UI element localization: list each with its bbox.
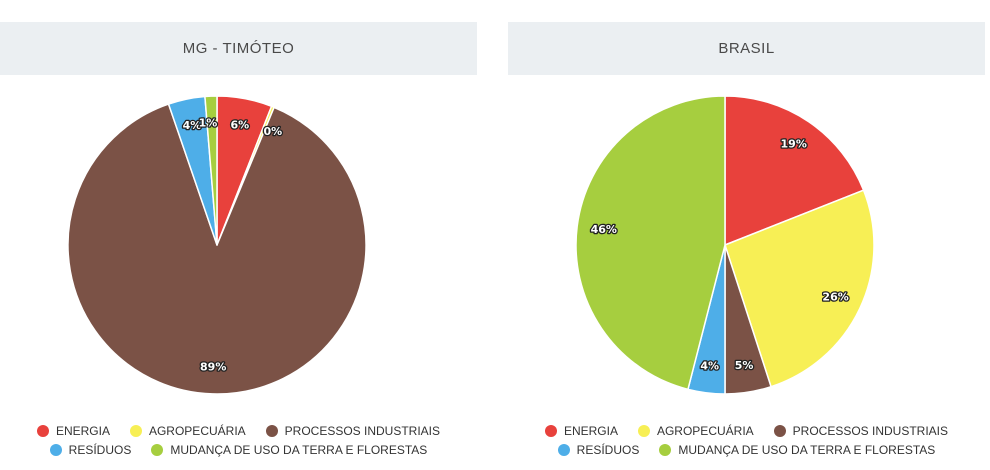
- legend-item-agropecuaria[interactable]: AGROPECUÁRIA: [129, 422, 246, 439]
- legend-label: RESÍDUOS: [576, 442, 640, 457]
- data-label-processos-industriais: 89%: [200, 361, 226, 374]
- legend-label: RESÍDUOS: [68, 442, 132, 457]
- chart-panel-brasil: BRASIL 19% 26% 5% 4% 46% ENERGIA AGROPECUÁRIA…: [508, 0, 985, 470]
- legend-marker-icon: [151, 443, 164, 456]
- legend-marker-icon: [49, 443, 62, 456]
- pie-chart-brasil: 19% 26% 5% 4% 46%: [575, 95, 875, 395]
- data-label-processos-industriais: 5%: [735, 359, 754, 372]
- legend-item-processos-industriais[interactable]: PROCESSOS INDUSTRIAIS: [773, 422, 949, 439]
- data-label-energia: 19%: [781, 137, 807, 150]
- legend-marker-icon: [129, 424, 142, 437]
- data-label-mudanca-de-uso-da-terra-e-florestas: 1%: [199, 116, 218, 129]
- legend-label: AGROPECUÁRIA: [148, 423, 246, 438]
- data-label-residuos: 4%: [183, 119, 202, 132]
- legend-item-energia[interactable]: ENERGIA: [544, 422, 618, 439]
- pie-slice-agropecuaria[interactable]: [724, 189, 875, 388]
- legend-item-mudanca-de-uso-da-terra-e-florestas[interactable]: MUDANÇA DE USO DA TERRA E FLORESTAS: [151, 441, 427, 458]
- legend-label: ENERGIA: [563, 423, 618, 438]
- legend-item-processos-industriais[interactable]: PROCESSOS INDUSTRIAIS: [265, 422, 441, 439]
- chart-panel-mg-timoteo: MG - TIMÓTEO 6% 0% 89% 4% 1% ENERGIA AGROPECU…: [0, 0, 477, 470]
- legend-item-residuos[interactable]: RESÍDUOS: [49, 441, 132, 458]
- data-label-agropecuaria: 0%: [263, 125, 282, 138]
- pie-slice-mudanca-de-uso-da-terra-e-florestas[interactable]: [204, 95, 218, 246]
- legend-item-mudanca-de-uso-da-terra-e-florestas[interactable]: MUDANÇA DE USO DA TERRA E FLORESTAS: [659, 441, 935, 458]
- legend-label: ENERGIA: [55, 423, 110, 438]
- data-label-mudanca-de-uso-da-terra-e-florestas: 46%: [591, 223, 617, 236]
- legend-marker-icon: [36, 424, 49, 437]
- pie-slice-energia[interactable]: [724, 95, 865, 246]
- chart-title: MG - TIMÓTEO: [0, 22, 477, 75]
- data-label-residuos: 4%: [700, 360, 719, 373]
- legend-marker-icon: [659, 443, 672, 456]
- legend-marker-icon: [637, 424, 650, 437]
- chart-title: BRASIL: [508, 22, 985, 75]
- data-label-agropecuaria: 26%: [822, 291, 848, 304]
- legend-label: PROCESSOS INDUSTRIAIS: [284, 423, 441, 438]
- chart-legend: ENERGIA AGROPECUÁRIA PROCESSOS INDUSTRIAIS…: [508, 422, 985, 458]
- pie-slice-processos-industriais[interactable]: [67, 103, 367, 395]
- legend-label: PROCESSOS INDUSTRIAIS: [792, 423, 949, 438]
- legend-marker-icon: [544, 424, 557, 437]
- pie-chart-mg-timoteo: 6% 0% 89% 4%1%: [67, 95, 367, 395]
- chart-legend: ENERGIA AGROPECUÁRIA PROCESSOS INDUSTRIAIS…: [0, 422, 477, 458]
- legend-marker-icon: [557, 443, 570, 456]
- legend-marker-icon: [773, 424, 786, 437]
- legend-item-agropecuaria[interactable]: AGROPECUÁRIA: [637, 422, 754, 439]
- legend-label: AGROPECUÁRIA: [656, 423, 754, 438]
- legend-marker-icon: [265, 424, 278, 437]
- legend-item-energia[interactable]: ENERGIA: [36, 422, 110, 439]
- data-label-energia: 6%: [230, 119, 249, 132]
- legend-label: MUDANÇA DE USO DA TERRA E FLORESTAS: [678, 442, 936, 457]
- pie-slice-mudanca-de-uso-da-terra-e-florestas[interactable]: [575, 95, 726, 391]
- legend-label: MUDANÇA DE USO DA TERRA E FLORESTAS: [170, 442, 428, 457]
- legend-item-residuos[interactable]: RESÍDUOS: [557, 441, 640, 458]
